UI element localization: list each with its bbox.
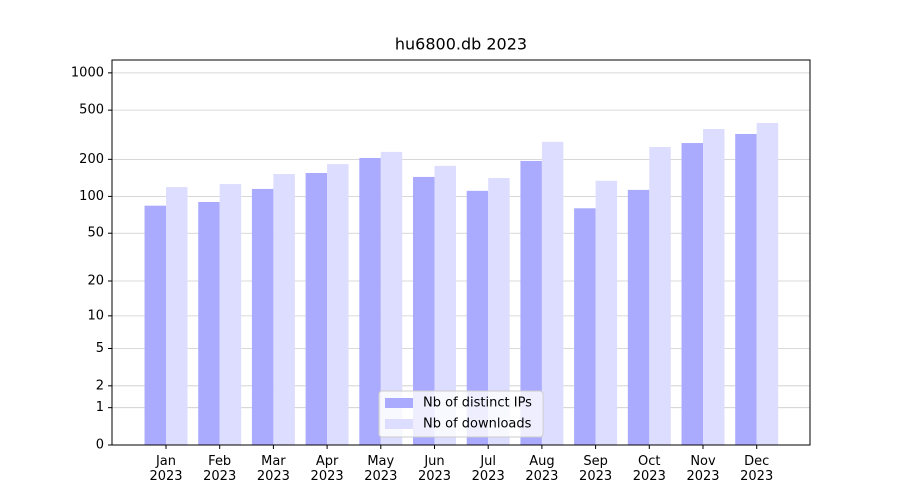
bar [703, 129, 725, 446]
x-tick-label: Nov 2023 [686, 454, 719, 484]
y-tick-label: 10 [87, 308, 104, 323]
bar [327, 164, 349, 445]
bar [434, 165, 456, 445]
y-tick-label: 20 [87, 274, 104, 289]
x-tick-label: Oct 2023 [633, 454, 666, 484]
bar [305, 172, 328, 445]
bar [756, 122, 779, 445]
bar [198, 202, 220, 445]
bar [681, 143, 703, 445]
y-tick-label: 2 [96, 378, 104, 393]
bar [251, 188, 274, 445]
y-tick-label: 1 [96, 400, 104, 415]
y-tick-label: 0 [96, 438, 104, 453]
bar [627, 189, 650, 445]
x-tick-label: Jan 2023 [149, 454, 182, 484]
bar [520, 160, 542, 446]
x-tick-label: May 2023 [364, 454, 397, 484]
bar [359, 158, 381, 445]
legend-label: Nb of downloads [423, 417, 532, 432]
bar [574, 208, 596, 445]
x-tick-label: Mar 2023 [257, 454, 290, 484]
bar [144, 205, 166, 445]
legend-label: Nb of distinct IPs [423, 396, 532, 411]
bar [488, 178, 510, 446]
y-tick-label: 5 [96, 341, 104, 356]
legend-box [378, 390, 544, 438]
bar [273, 174, 295, 445]
bar [380, 151, 403, 445]
y-tick-label: 1000 [71, 65, 104, 80]
bar [166, 187, 188, 445]
bar [735, 133, 757, 446]
legend-swatch [385, 419, 413, 429]
y-tick-label: 100 [79, 189, 104, 204]
x-tick-label: Sep 2023 [579, 454, 612, 484]
y-tick-label: 50 [87, 226, 104, 241]
bar [595, 180, 618, 445]
bar [219, 184, 242, 446]
x-tick-label: Dec 2023 [740, 454, 773, 484]
y-tick-label: 500 [79, 103, 104, 118]
bar [466, 190, 489, 445]
legend-swatch [385, 398, 413, 408]
x-tick-label: Aug 2023 [525, 454, 558, 484]
x-tick-label: Jun 2023 [418, 454, 451, 484]
x-tick-label: Apr 2023 [311, 454, 344, 484]
bar [413, 176, 435, 445]
bar [541, 141, 564, 445]
x-tick-label: Jul 2023 [472, 454, 505, 484]
y-tick-label: 200 [79, 152, 104, 167]
x-tick-label: Feb 2023 [203, 454, 236, 484]
bar [649, 146, 671, 445]
chart-title: hu6800.db 2023 [395, 35, 527, 54]
plot-frame [111, 59, 811, 446]
legend: Nb of distinct IPs Nb of downloads [378, 390, 544, 438]
